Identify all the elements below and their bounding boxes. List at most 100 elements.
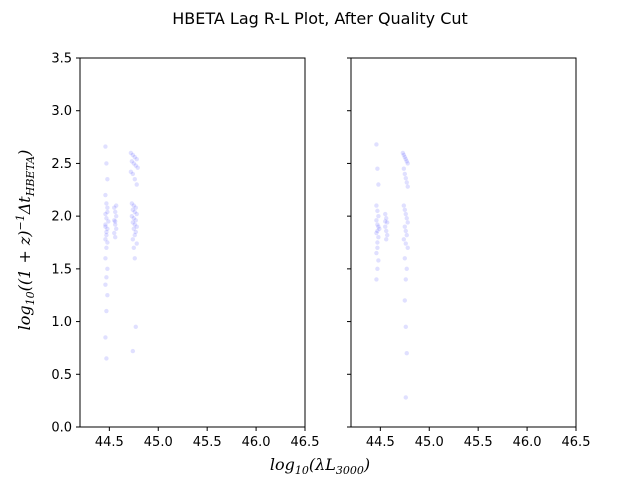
left-scatter-points: [103, 144, 140, 361]
right-data-point: [385, 232, 390, 238]
left-data-point: [103, 256, 108, 261]
right-x-tick-label: 46.0: [513, 435, 542, 450]
left-data-point: [129, 213, 135, 219]
left-data-point: [130, 152, 136, 158]
right-data-point: [402, 154, 407, 160]
left-y-tick-label: 3.0: [51, 104, 72, 119]
left-data-point: [133, 218, 138, 223]
right-data-point: [402, 207, 407, 213]
right-data-point: [374, 230, 379, 236]
left-data-point: [131, 216, 136, 221]
right-data-point: [401, 152, 407, 158]
left-data-point: [128, 150, 134, 156]
right-data-point: [383, 224, 388, 229]
right-data-point: [374, 218, 379, 223]
left-data-point: [133, 324, 138, 330]
left-data-point: [105, 293, 110, 298]
left-data-point: [129, 201, 135, 206]
right-data-point: [384, 228, 389, 234]
right-data-point: [405, 220, 410, 225]
left-data-point: [104, 245, 109, 250]
right-data-point: [383, 211, 388, 217]
left-data-point: [105, 205, 110, 210]
right-data-point: [403, 241, 408, 246]
left-panel: 44.5 45.0 45.5 46.0 46.5 0.0 0.5 1.0 1.5 2.0 2.5 3…: [51, 52, 319, 451]
right-data-point: [401, 166, 407, 171]
right-data-point: [375, 228, 380, 234]
right-data-point: [405, 245, 410, 250]
right-data-point: [402, 298, 407, 303]
right-data-point: [402, 224, 407, 229]
right-data-point: [404, 232, 409, 238]
left-data-point: [135, 165, 140, 170]
left-data-point: [132, 177, 137, 182]
right-data-point: [375, 245, 380, 250]
left-data-point: [106, 219, 111, 224]
right-scatter-points: [374, 142, 410, 400]
left-data-point: [130, 348, 136, 354]
left-data-point: [133, 229, 138, 235]
left-data-point: [114, 226, 119, 231]
left-data-point: [132, 209, 137, 215]
right-data-point: [403, 395, 408, 400]
left-data-point: [133, 205, 138, 210]
left-data-point: [132, 232, 137, 238]
right-data-point: [376, 182, 381, 187]
left-data-point: [103, 237, 108, 242]
right-panel: 44.5 45.0 45.5 46.0 46.5: [347, 57, 591, 450]
y-axis-label: log10((1 + z)−1ΔtHBETA): [14, 150, 37, 331]
right-data-point: [384, 237, 389, 242]
left-data-point: [134, 182, 139, 187]
right-data-point: [384, 216, 389, 221]
left-data-point: [113, 219, 118, 224]
left-data-point: [128, 169, 134, 175]
left-data-point: [134, 241, 139, 246]
left-y-tick-label: 0.0: [51, 421, 72, 436]
right-x-tick-label: 44.5: [366, 435, 395, 450]
left-data-point: [104, 275, 109, 280]
left-x-tick-label: 45.0: [144, 435, 173, 450]
right-data-point: [374, 250, 379, 256]
left-data-point: [105, 226, 110, 231]
left-data-point: [131, 203, 136, 208]
left-y-tick-label: 3.5: [51, 52, 72, 67]
right-x-tick-label: 45.0: [415, 435, 444, 450]
left-data-point: [103, 192, 108, 198]
right-data-point: [403, 277, 408, 282]
left-data-point: [132, 256, 137, 261]
left-y-tick-label: 2.5: [51, 157, 72, 172]
left-data-point: [112, 205, 117, 210]
right-data-point: [402, 171, 407, 177]
left-data-point: [105, 177, 110, 182]
right-data-point: [376, 224, 381, 229]
left-data-point: [114, 203, 119, 208]
right-data-point: [404, 159, 409, 164]
left-data-point: [103, 335, 108, 340]
left-data-point: [113, 235, 118, 240]
left-data-point: [134, 211, 139, 217]
left-data-point: [130, 171, 136, 177]
right-x-tick-label: 46.5: [562, 435, 591, 450]
right-data-point: [405, 184, 410, 189]
right-data-point: [377, 226, 382, 231]
left-data-point: [114, 213, 119, 219]
right-data-point: [403, 157, 408, 162]
left-data-point: [130, 207, 136, 213]
right-data-point: [375, 222, 380, 227]
left-x-tick-label: 44.5: [95, 435, 124, 450]
right-data-point: [376, 235, 381, 240]
right-data-point: [374, 277, 379, 282]
right-axes-frame: [350, 57, 577, 428]
right-data-point: [404, 266, 409, 272]
left-data-point: [104, 229, 109, 235]
right-data-point: [376, 258, 381, 263]
right-data-point: [385, 220, 390, 225]
left-data-point: [104, 232, 109, 238]
right-y-ticks: [347, 57, 351, 428]
left-x-tick-label: 46.5: [291, 435, 320, 450]
left-data-point: [103, 222, 108, 227]
left-x-ticks: 44.5 45.0 45.5 46.0 46.5: [95, 427, 320, 450]
right-data-point: [383, 219, 388, 224]
left-data-point: [133, 163, 138, 168]
